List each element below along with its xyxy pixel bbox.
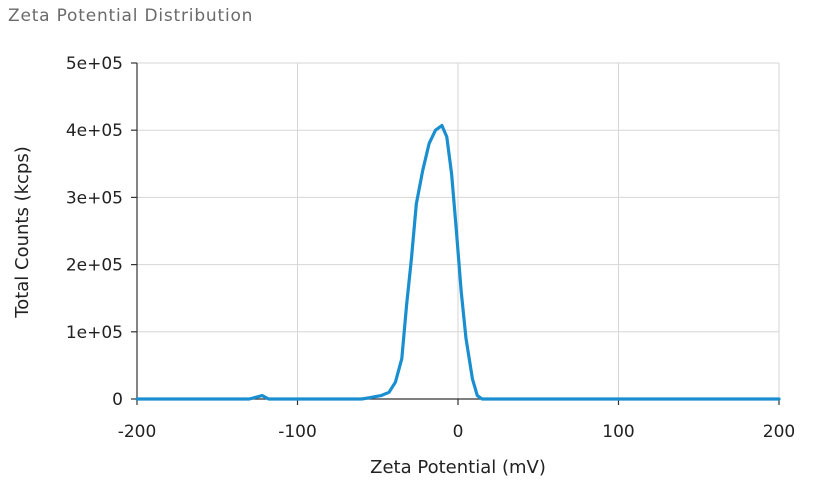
y-tick-label: 2e+05 xyxy=(66,256,123,276)
y-tick-label: 3e+05 xyxy=(66,188,123,208)
grid-lines xyxy=(137,62,780,399)
x-axis-title: Zeta Potential (mV) xyxy=(370,457,546,478)
series-layer xyxy=(135,123,781,401)
y-tick-label: 0 xyxy=(112,390,123,410)
y-tick-label: 1e+05 xyxy=(66,323,123,343)
y-tick-label: 4e+05 xyxy=(66,121,123,141)
x-tick-label: -200 xyxy=(118,422,157,442)
x-tick-label: 100 xyxy=(602,422,634,442)
tick-labels: -200 -100 0 100 200 0 1e+05 2e+05 3e+05 4e+05 5e+0… xyxy=(66,54,795,442)
x-tick-label: -100 xyxy=(278,422,317,442)
x-tick-label: 200 xyxy=(763,422,795,442)
y-tick-label: 5e+05 xyxy=(66,54,123,74)
series-line xyxy=(135,123,781,401)
x-tick-label: 0 xyxy=(453,422,464,442)
y-axis-title: Total Counts (kcps) xyxy=(12,146,33,318)
chart-title: Zeta Potential Distribution xyxy=(8,6,254,26)
axes xyxy=(131,62,780,405)
